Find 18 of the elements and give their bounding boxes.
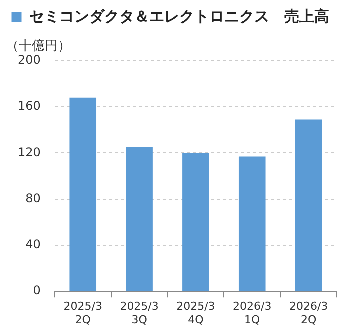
y-tick-label: 0 [33,284,41,298]
y-tick-label: 200 [18,53,41,68]
x-tick-label: 2025/3 3Q [120,300,159,326]
x-tick-label: 2025/3 2Q [64,300,102,326]
y-axis-title: （十億円） [6,38,71,54]
bar [295,120,322,292]
bar [238,156,266,292]
bar [70,98,97,292]
y-tick-label: 120 [18,145,41,160]
x-tick-label: 2026/3 2Q [289,300,328,326]
bar [126,147,153,292]
bar [182,153,210,292]
legend-label: セミコンダクタ＆エレクトロニクス 売上高 [29,7,330,26]
x-tick-label: 2025/3 4Q [176,300,216,326]
y-tick-label: 40 [26,238,41,252]
y-tick-label: 80 [26,191,41,206]
x-tick-label: 2026/3 1Q [233,300,272,326]
y-tick-label: 160 [18,99,41,114]
